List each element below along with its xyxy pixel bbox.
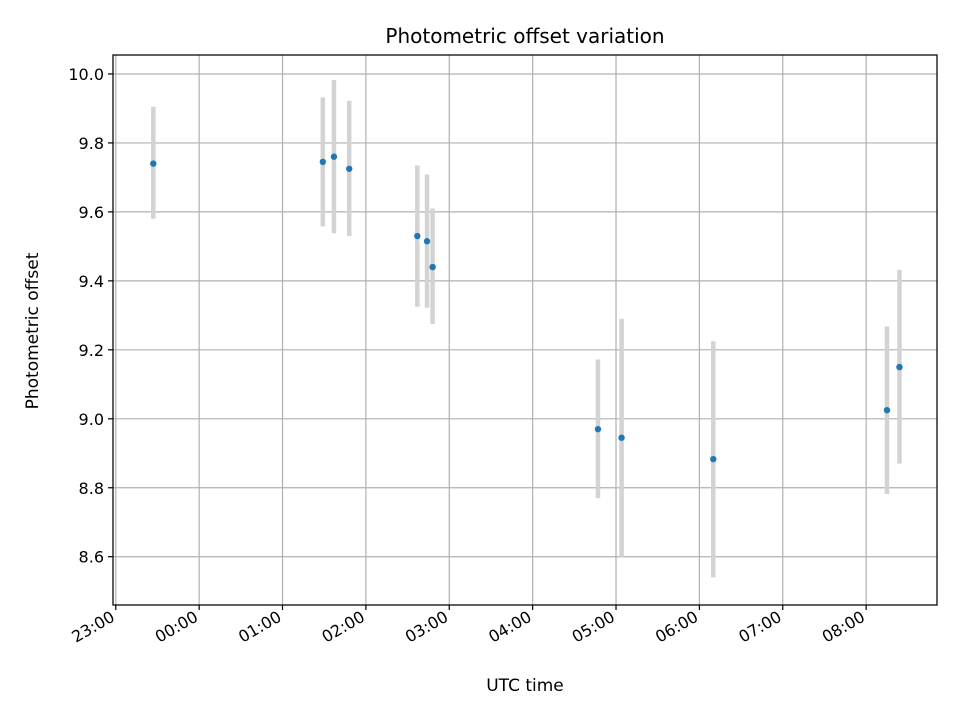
grid-layer (113, 55, 937, 605)
chart-title: Photometric offset variation (385, 24, 664, 48)
y-tick-label: 9.8 (79, 134, 104, 153)
data-point (429, 263, 436, 271)
data-point (883, 406, 891, 414)
data-point (414, 232, 421, 240)
y-axis-title: Photometric offset (23, 252, 43, 409)
y-tick-label: 9.6 (79, 203, 104, 222)
data-point (896, 363, 903, 371)
data-point (150, 160, 157, 167)
y-tick-label: 10.0 (68, 65, 104, 84)
plot-area (112, 54, 938, 606)
y-tick-label: 9.4 (79, 272, 104, 291)
data-point (618, 434, 625, 441)
data-point (319, 158, 327, 166)
data-point (594, 425, 602, 433)
data-point (710, 455, 717, 463)
y-tick-label: 9.0 (79, 410, 104, 429)
y-tick-label: 9.2 (79, 341, 104, 360)
plot-frame (112, 54, 938, 606)
y-tick-label: 8.8 (79, 479, 104, 498)
x-axis-title: UTC time (486, 676, 564, 696)
data-point (330, 153, 338, 160)
data-point (423, 238, 431, 245)
data-point (346, 165, 353, 172)
y-tick-label: 8.6 (79, 548, 104, 567)
y-axis: 8.6 8.8 9.0 9.2 9.4 9.6 9.8 10.0 (68, 65, 113, 567)
point-layer (150, 153, 903, 463)
